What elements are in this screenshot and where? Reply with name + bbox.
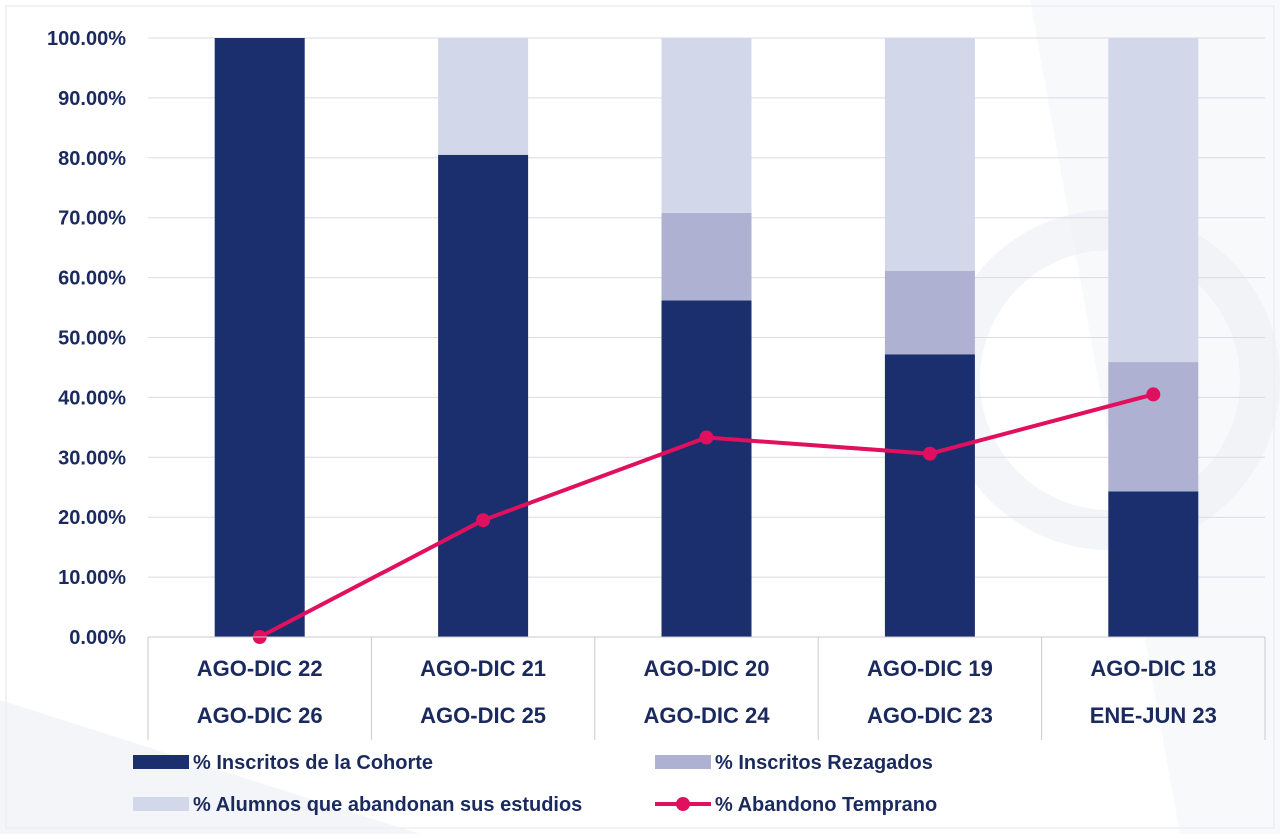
- line-point: [699, 430, 714, 445]
- legend-swatch: [133, 755, 189, 769]
- legend-label: % Alumnos que abandonan sus estudios: [193, 794, 582, 816]
- line-point: [476, 513, 491, 528]
- y-tick-label: 70.00%: [58, 208, 126, 230]
- legend-label: % Abandono Temprano: [715, 794, 937, 816]
- line-point: [922, 446, 937, 461]
- bar-segment: [438, 154, 529, 637]
- legend-label: % Inscritos Rezagados: [715, 752, 933, 774]
- x-tick-label: AGO-DIC 26: [197, 703, 323, 728]
- bar-segment: [1108, 362, 1199, 492]
- legend: % Inscritos de la Cohorte % Inscritos Rez…: [133, 752, 937, 816]
- x-tick-label: AGO-DIC 19: [867, 656, 993, 681]
- bar-segment: [884, 271, 975, 355]
- x-tick-label: AGO-DIC 24: [644, 703, 771, 728]
- bar-segment: [884, 38, 975, 272]
- bars: [214, 38, 1199, 637]
- y-tick-label: 20.00%: [58, 507, 126, 529]
- x-tick-label: AGO-DIC 23: [867, 703, 993, 728]
- bar-segment: [1108, 38, 1199, 363]
- y-tick-label: 50.00%: [58, 328, 126, 350]
- x-tick-label: AGO-DIC 20: [644, 656, 770, 681]
- y-tick-label: 40.00%: [58, 387, 126, 409]
- x-tick-label: AGO-DIC 25: [420, 703, 546, 728]
- line-point: [1146, 387, 1161, 402]
- bar-segment: [661, 38, 752, 213]
- y-tick-label: 100.00%: [47, 28, 126, 50]
- x-tick-label: AGO-DIC 21: [420, 656, 546, 681]
- x-axis-table: AGO-DIC 22 AGO-DIC 26 AGO-DIC 21 AGO-DIC 25…: [147, 636, 1266, 740]
- background-shape: [0, 700, 420, 834]
- bar-segment: [438, 38, 529, 155]
- y-tick-label: 0.00%: [69, 627, 126, 649]
- legend-swatch: [655, 755, 711, 769]
- legend-label: % Inscritos de la Cohorte: [193, 752, 433, 774]
- y-axis-ticks: 0.00% 10.00% 20.00% 30.00% 40.00% 50.00% 60.00…: [47, 28, 126, 649]
- y-tick-label: 30.00%: [58, 447, 126, 469]
- bar-segment: [1108, 491, 1199, 637]
- legend-swatch: [676, 797, 690, 811]
- bar-segment: [884, 354, 975, 637]
- x-tick-label: AGO-DIC 18: [1090, 656, 1216, 681]
- y-tick-label: 10.00%: [58, 567, 126, 589]
- x-tick-label: AGO-DIC 22: [197, 656, 323, 681]
- line-series: [252, 387, 1161, 644]
- bar-segment: [214, 38, 305, 637]
- y-tick-label: 80.00%: [58, 148, 126, 170]
- bar-segment: [661, 300, 752, 637]
- legend-swatch: [133, 797, 189, 811]
- y-tick-label: 60.00%: [58, 268, 126, 290]
- x-tick-label: ENE-JUN 23: [1090, 703, 1217, 728]
- y-tick-label: 90.00%: [58, 88, 126, 110]
- bar-segment: [661, 212, 752, 301]
